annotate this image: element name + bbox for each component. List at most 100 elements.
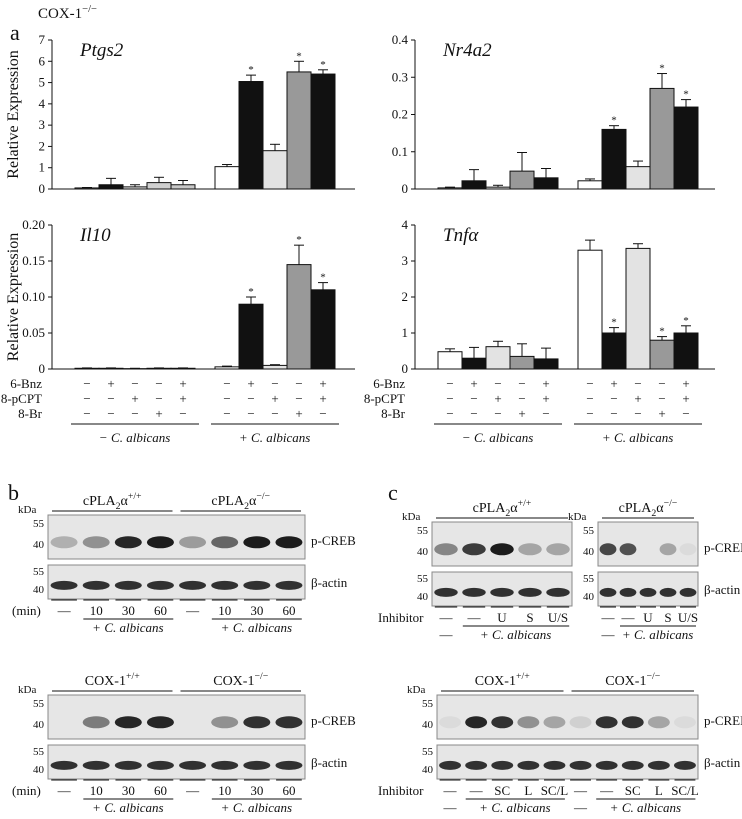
y-axis-label: Relative Expression <box>5 233 22 361</box>
lane-label: 30 <box>122 603 135 618</box>
band-label: p-CREB <box>311 713 356 728</box>
treatment-name: 8-Br <box>18 406 43 421</box>
bar <box>437 351 463 370</box>
treatment-sign: − <box>446 406 453 421</box>
blot-strip <box>597 521 699 567</box>
blot-band <box>465 716 488 729</box>
bar <box>649 339 675 370</box>
kda-label: kDa <box>407 684 425 696</box>
blot-band <box>114 760 142 770</box>
treatment-sign: − <box>83 376 90 391</box>
blot-band <box>434 543 458 556</box>
treatment-sign: + <box>271 391 278 406</box>
y-tick-label: 0.1 <box>392 144 408 159</box>
treatment-sign: + <box>518 406 525 421</box>
kda-label: kDa <box>18 684 36 696</box>
genotype-sup: +/+ <box>128 491 142 502</box>
genotype-sup: −/− <box>254 671 268 682</box>
condition-organism: C. albicans <box>104 620 163 635</box>
treatment-sign: − <box>610 406 617 421</box>
genotype-base: COX-1 <box>85 674 126 689</box>
treatment-sign: − <box>223 376 230 391</box>
treatment-name: 8-pCPT <box>364 391 405 406</box>
lane-row-label: (min) <box>12 783 41 798</box>
genotype-sup: +/+ <box>516 671 530 682</box>
blot-band <box>595 760 618 770</box>
blot-band <box>491 760 514 770</box>
treatment-sign: + <box>542 376 549 391</box>
lane-row-label: Inhibitor <box>378 783 424 798</box>
blot-band <box>439 716 462 729</box>
lane-label: — <box>601 610 616 625</box>
blot-band <box>114 580 142 590</box>
genotype-sub: 2 <box>651 508 656 519</box>
lane-label: — <box>443 783 458 798</box>
bar <box>577 180 603 190</box>
y-tick-label: 0.4 <box>392 32 409 47</box>
treatment-sign: + <box>542 391 549 406</box>
genotype-base: COX-1 <box>38 6 82 22</box>
condition-organism: C. albicans <box>614 430 673 445</box>
genotype-sup: +/+ <box>126 671 140 682</box>
condition-organism: C. albicans <box>233 800 292 815</box>
genotype-sup: −/− <box>256 491 270 502</box>
treatment-sign: − <box>586 376 593 391</box>
lane-label: — <box>573 783 588 798</box>
y-tick-label: 2 <box>39 138 46 153</box>
y-tick-label: 1 <box>39 160 46 175</box>
blot-band <box>679 543 697 556</box>
treatment-sign: − <box>83 391 90 406</box>
blot-band <box>619 587 637 597</box>
kda-tick: 40 <box>583 546 595 558</box>
significance: * <box>683 315 689 327</box>
kda-tick: 40 <box>583 591 595 603</box>
kda-tick: 40 <box>422 764 434 776</box>
chart-title: Nr4a2 <box>442 40 492 61</box>
lane-label: L <box>524 783 532 798</box>
treatment-sign: − <box>634 406 641 421</box>
bar <box>122 186 148 190</box>
treatment-sign: − <box>131 376 138 391</box>
kda-tick: 55 <box>417 525 429 537</box>
bar <box>310 73 336 190</box>
blot-band <box>621 760 644 770</box>
condition-label: + C. albicans <box>623 627 694 642</box>
blot-band <box>621 716 644 729</box>
blot-band <box>211 580 239 590</box>
bar <box>262 150 288 190</box>
blot-band <box>146 716 174 729</box>
treatment-sign: − <box>83 406 90 421</box>
significance: * <box>320 272 326 284</box>
treatment-sign: − <box>131 406 138 421</box>
lane-label: 60 <box>154 603 167 618</box>
y-tick-label: 0 <box>39 361 46 376</box>
treatment-sign: − <box>107 391 114 406</box>
treatment-sign: − <box>542 406 549 421</box>
treatment-sign: + <box>319 376 326 391</box>
genotype-base: cPLA <box>83 494 117 509</box>
treatment-sign: − <box>446 391 453 406</box>
blot-band <box>82 536 110 549</box>
bar <box>485 346 511 370</box>
bar <box>74 187 100 190</box>
blot-band <box>595 716 618 729</box>
blot-band <box>619 543 637 556</box>
treatment-sign: − <box>610 391 617 406</box>
bar <box>533 358 559 370</box>
bar <box>146 182 172 190</box>
bar <box>214 366 240 370</box>
condition-organism: C. albicans <box>111 430 170 445</box>
blot-band <box>114 536 142 549</box>
y-axis-label: Relative Expression <box>5 50 22 178</box>
bar <box>601 332 627 370</box>
condition-label: + C. albicans <box>93 800 164 815</box>
lane-label: — <box>57 603 72 618</box>
condition-sign: + <box>603 430 610 445</box>
genotype-label: cPLA2α+/+ <box>473 498 532 519</box>
treatment-sign: − <box>107 406 114 421</box>
bar <box>170 367 196 370</box>
y-tick-label: 0.2 <box>392 107 408 122</box>
treatment-sign: − <box>658 391 665 406</box>
blot-band <box>211 716 239 729</box>
kda-tick: 40 <box>33 719 45 731</box>
